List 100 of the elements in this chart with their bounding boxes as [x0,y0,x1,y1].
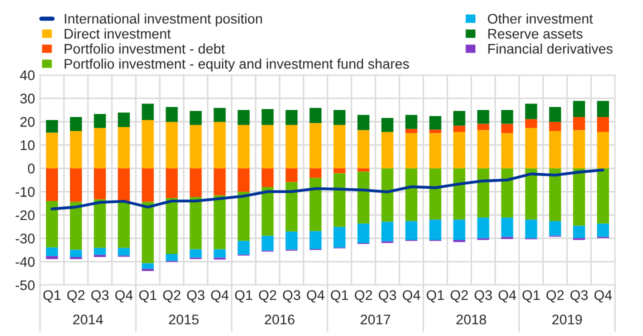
bar [357,172,370,224]
bar [70,250,82,257]
x-tick-label: Q1 [426,290,444,303]
bar [190,124,202,168]
bar [549,221,562,236]
bar [405,128,418,134]
bar [262,187,274,236]
bar [525,168,538,220]
bar [238,110,250,125]
bar [262,168,274,187]
bar [118,248,130,256]
bar [262,124,274,168]
bar [549,122,562,131]
x-tick-label: Q4 [211,290,229,303]
bar [429,130,442,134]
bar [46,120,58,133]
bar [142,168,154,202]
bar [381,168,394,222]
bar [381,132,394,168]
bar [405,221,418,240]
y-tick-label: -10 [16,187,35,197]
legend-label: Financial derivatives [488,44,613,54]
text: 2016 [264,314,294,324]
y-tick-label: 20 [20,117,35,127]
bar [573,117,586,130]
bar [142,104,154,120]
x-tick-label: Q3 [378,290,396,303]
bar [118,201,130,248]
bar [310,168,322,178]
y-tick-label: 10 [20,140,35,150]
bar [597,100,610,117]
y-tick-label: -40 [16,257,35,267]
bar [501,110,514,124]
bar [333,124,346,168]
bar [46,256,58,260]
bar [549,106,562,122]
bar [357,114,370,130]
bar [118,112,130,128]
bar [70,202,82,250]
bar [286,182,298,232]
bar [573,168,586,226]
bar [70,117,82,131]
bar [70,131,82,168]
bar [525,104,538,120]
text: 2014 [73,314,103,324]
bar [94,168,106,200]
bar [214,249,226,258]
legend-label: Portfolio investment - debt [64,44,225,54]
bar [453,220,466,240]
bar [357,130,370,168]
bar [333,173,346,227]
bar [118,168,130,201]
bar [46,168,58,201]
bar [477,110,490,124]
bar [190,168,202,198]
bar [477,130,490,168]
bar [214,108,226,122]
legend-label: International investment position [64,13,262,26]
legend-label: Other investment [488,13,593,24]
bar [166,168,178,198]
bar [70,168,82,202]
bar [429,116,442,130]
text: 2017 [360,314,390,324]
bar [46,132,58,168]
bar [453,110,466,126]
bar [597,224,610,237]
bar [501,124,514,134]
x-tick-label: Q4 [306,290,324,303]
bar [142,263,154,269]
bar [477,124,490,130]
x-tick-label: Q2 [546,290,564,303]
bar [166,254,178,261]
bar [310,178,322,232]
bar [142,120,154,168]
bar [286,124,298,168]
text: 2018 [456,314,486,324]
line-series [50,168,604,210]
bar [190,249,202,258]
legend-label: Direct investment [64,28,171,39]
bar [214,122,226,168]
bar [190,110,202,125]
bar [166,106,178,122]
bar [190,197,202,250]
bar [142,202,154,264]
bar [597,132,610,168]
bar [525,220,538,238]
bar [501,236,514,240]
x-tick-label: Q2 [67,290,85,303]
x-tick-label: Q2 [259,290,276,303]
y-tick-label: -30 [16,234,35,244]
bar [453,126,466,132]
bar [238,124,250,168]
x-tick-label: Q1 [43,290,61,303]
bar [238,240,250,255]
bar [405,114,418,129]
bar [429,168,442,220]
bar [310,123,322,168]
bar [477,218,490,238]
x-tick-label: Q4 [594,290,612,303]
bar [501,133,514,168]
